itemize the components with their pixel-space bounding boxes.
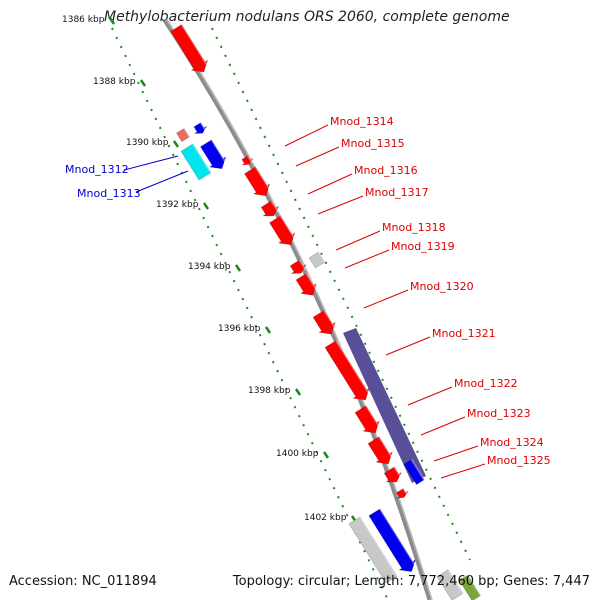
gene-label-leader bbox=[363, 289, 409, 309]
gene-mnod-1321[interactable] bbox=[311, 309, 340, 339]
gene-label-leader bbox=[407, 386, 453, 406]
scale-tick-label: 1388 kbp bbox=[93, 77, 136, 87]
genome-title: Methylobacterium nodulans ORS 2060, comp… bbox=[104, 9, 510, 25]
gene-bottom-pseudo[interactable] bbox=[348, 516, 398, 584]
accession-text: Accession: NC_011894 bbox=[9, 574, 157, 589]
gene-label-mnod-1321[interactable]: Mnod_1321 bbox=[432, 327, 496, 340]
gene-mnod-1322[interactable] bbox=[322, 339, 373, 405]
gene-mnod-1318[interactable] bbox=[288, 258, 309, 277]
genome-summary-text: Topology: circular; Length: 7,772,460 bp… bbox=[232, 574, 590, 589]
gene-mnod-1312-feature[interactable] bbox=[180, 143, 212, 181]
gene-mnod-1319[interactable] bbox=[308, 251, 326, 269]
gene-label-mnod-1317[interactable]: Mnod_1317 bbox=[365, 186, 429, 199]
scale-tick-label: 1392 kbp bbox=[156, 200, 199, 210]
scale-tick-label: 1400 kbp bbox=[276, 449, 319, 459]
scale-tick-label: 1402 kbp bbox=[304, 513, 347, 523]
gene-mnod-1314[interactable] bbox=[239, 154, 254, 168]
gene-bottom-edge-green[interactable] bbox=[458, 574, 482, 600]
gene-label-mnod-1319[interactable]: Mnod_1319 bbox=[391, 240, 455, 253]
gene-label-leader bbox=[385, 336, 431, 356]
gene-label-mnod-1322[interactable]: Mnod_1322 bbox=[454, 377, 518, 390]
gene-label-leader bbox=[284, 124, 329, 147]
gene-bottom-reverse[interactable] bbox=[366, 507, 419, 576]
gene-label-leader bbox=[344, 249, 390, 269]
gene-label-mnod-1318[interactable]: Mnod_1318 bbox=[382, 221, 446, 234]
scale-tick-label: 1390 kbp bbox=[126, 138, 169, 148]
gene-mnod-1317[interactable] bbox=[267, 214, 299, 250]
gene-label-mnod-1315[interactable]: Mnod_1315 bbox=[341, 137, 405, 150]
gene-label-leader bbox=[307, 173, 353, 195]
scale-tick-mark bbox=[234, 264, 242, 272]
scale-tick-mark bbox=[264, 326, 272, 334]
gene-small-reverse[interactable] bbox=[191, 121, 208, 137]
gene-bottom-edge-pseudo[interactable] bbox=[436, 569, 464, 600]
gene-mnod-1313-feature[interactable] bbox=[198, 138, 230, 174]
gene-label-mnod-1312[interactable]: Mnod_1312 bbox=[65, 163, 129, 176]
gene-mnod-1323[interactable] bbox=[353, 404, 384, 438]
gene-mnod-1315[interactable] bbox=[242, 165, 274, 201]
chromosome-backbone bbox=[162, 18, 433, 600]
scale-ticks-group: 1386 kbp 1388 kbp 1390 kbp 1392 kbp 1394 kbp… bbox=[62, 15, 358, 523]
scale-tick-label: 1398 kbp bbox=[248, 386, 291, 396]
gene-label-mnod-1320[interactable]: Mnod_1320 bbox=[410, 280, 474, 293]
gene-labels-group: Mnod_1314 Mnod_1315 Mnod_1316 Mnod_1317 Mnod… bbox=[65, 115, 551, 479]
gene-label-mnod-1314[interactable]: Mnod_1314 bbox=[330, 115, 394, 128]
scale-tick-label: 1394 kbp bbox=[188, 262, 231, 272]
gene-1386-forward[interactable] bbox=[168, 23, 212, 77]
gene-mnod-1320[interactable] bbox=[294, 272, 321, 300]
gene-label-leader bbox=[123, 155, 179, 171]
gene-label-leader bbox=[440, 463, 486, 479]
region-block[interactable] bbox=[343, 328, 426, 483]
gene-label-mnod-1323[interactable]: Mnod_1323 bbox=[467, 407, 531, 420]
scale-tick-mark bbox=[139, 79, 147, 87]
gene-label-leader bbox=[317, 195, 364, 215]
gene-label-leader bbox=[295, 146, 340, 167]
gene-label-leader bbox=[335, 230, 381, 251]
scale-tick-label: 1386 kbp bbox=[62, 15, 105, 25]
scale-tick-mark bbox=[202, 202, 210, 210]
gene-label-leader bbox=[135, 170, 189, 193]
gene-mnod-1325-c[interactable] bbox=[394, 487, 410, 501]
scale-tick-mark bbox=[294, 388, 302, 396]
gene-mnod-1325-a[interactable] bbox=[382, 465, 405, 486]
gene-small-forward[interactable] bbox=[176, 127, 191, 143]
scale-tick-mark bbox=[322, 451, 330, 459]
gene-label-mnod-1313[interactable]: Mnod_1313 bbox=[77, 187, 141, 200]
scale-tick-mark bbox=[108, 17, 116, 25]
gene-mnod-1324[interactable] bbox=[366, 435, 397, 469]
scale-guide-inner bbox=[111, 27, 389, 600]
gene-label-mnod-1316[interactable]: Mnod_1316 bbox=[354, 164, 418, 177]
gene-label-leader bbox=[433, 445, 479, 462]
gene-mnod-1325-b[interactable] bbox=[403, 458, 426, 485]
scale-tick-label: 1396 kbp bbox=[218, 324, 261, 334]
gene-mnod-1316[interactable] bbox=[259, 199, 282, 220]
chromosome-backbone-shade bbox=[166, 19, 433, 600]
gene-label-mnod-1325[interactable]: Mnod_1325 bbox=[487, 454, 551, 467]
gene-label-mnod-1324[interactable]: Mnod_1324 bbox=[480, 436, 544, 449]
scale-tick-mark bbox=[172, 140, 180, 148]
gene-features-group bbox=[168, 23, 482, 600]
gene-label-leader bbox=[420, 416, 466, 436]
scale-guide-outer bbox=[211, 27, 471, 561]
